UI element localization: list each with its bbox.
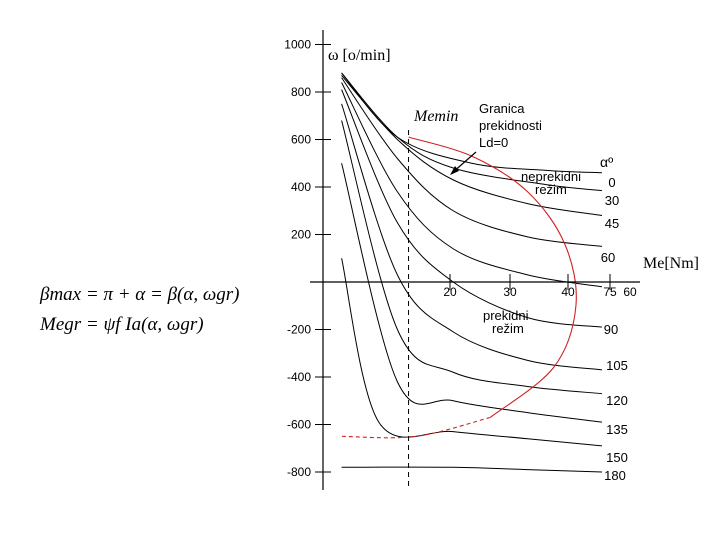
- x-ticks: 20 30 40 75 60: [443, 274, 637, 299]
- discontinuous-label-2: režim: [492, 321, 524, 336]
- memin-label: Memin: [413, 108, 458, 125]
- x-tick-label: 60: [623, 285, 637, 299]
- y-tick-label: 200: [291, 228, 311, 242]
- curve-alpha-75: [341, 82, 603, 288]
- boundary-label-1: Granica: [479, 101, 525, 116]
- formula-line-1: βmax = π + α = β(α, ωgr): [40, 284, 240, 305]
- x-tick-label: 20: [443, 285, 457, 299]
- alpha-label: 180: [604, 468, 626, 483]
- y-axis-label: ω [o/min]: [328, 47, 391, 64]
- y-tick-label: 1000: [284, 38, 311, 52]
- boundary-pointer-arrowhead: [450, 166, 459, 175]
- alpha-header: αº: [600, 154, 613, 170]
- y-tick-label: 800: [291, 85, 311, 99]
- curve-alpha-105: [341, 103, 603, 371]
- alpha-label: 120: [606, 393, 628, 408]
- x-tick-label: 75: [603, 285, 617, 299]
- curve-alpha-135: [341, 163, 603, 423]
- formula-line-2: Megr = ψf Ia(α, ωgr): [40, 314, 204, 335]
- curve-alpha-45: [341, 75, 603, 216]
- curve-alpha-60: [341, 77, 603, 247]
- y-tick-label: -800: [287, 465, 311, 479]
- y-ticks: 1000 800 600 400 200 -200 -400 -600 -800: [284, 38, 331, 479]
- x-tick-label: 30: [503, 285, 517, 299]
- continuous-label-2: režim: [535, 182, 567, 197]
- boundary-label-3: Ld=0: [479, 135, 508, 150]
- curve-alpha-90: [341, 89, 603, 328]
- y-tick-label: 400: [291, 180, 311, 194]
- alpha-label: 45: [605, 216, 619, 231]
- x-tick-label: 40: [561, 285, 575, 299]
- curve-alpha-150: [341, 258, 603, 447]
- alpha-label: 135: [606, 422, 628, 437]
- alpha-labels: 0 30 45 60 90 105 120 135 150 180: [601, 175, 628, 483]
- discontinuous-label-1: prekidni: [483, 308, 529, 323]
- alpha-curves: [341, 72, 603, 473]
- alpha-label: 30: [605, 193, 619, 208]
- curve-alpha-30: [341, 72, 603, 192]
- y-tick-label: -400: [287, 370, 311, 384]
- alpha-label: 60: [601, 250, 615, 265]
- alpha-label: 105: [606, 358, 628, 373]
- curve-alpha-180: [341, 466, 602, 473]
- y-tick-label: 600: [291, 133, 311, 147]
- alpha-label: 150: [606, 450, 628, 465]
- y-tick-label: -200: [287, 323, 311, 337]
- y-tick-label: -600: [287, 418, 311, 432]
- curve-alpha-120: [341, 120, 603, 395]
- curve-alpha-0: [341, 72, 602, 174]
- boundary-curve-dashed: [341, 416, 491, 439]
- x-axis-label: Me[Nm]: [643, 255, 699, 272]
- alpha-label: 90: [604, 322, 618, 337]
- alpha-label: 0: [608, 175, 615, 190]
- continuous-label-1: neprekidni: [521, 169, 581, 184]
- boundary-label-2: prekidnosti: [479, 118, 542, 133]
